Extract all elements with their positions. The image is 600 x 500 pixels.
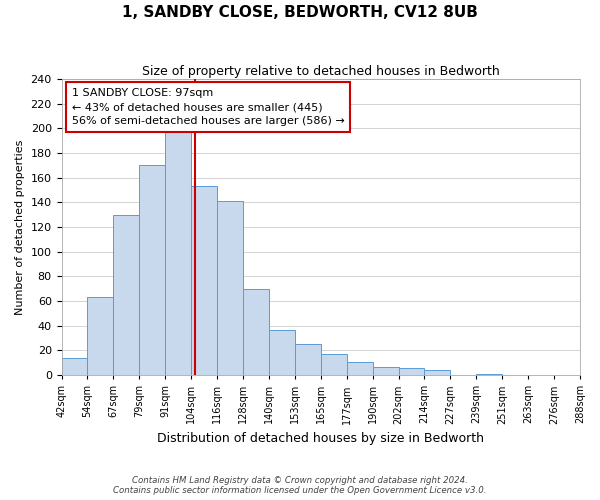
Bar: [321, 354, 347, 375]
Y-axis label: Number of detached properties: Number of detached properties: [15, 140, 25, 315]
Text: 1 SANDBY CLOSE: 97sqm
← 43% of detached houses are smaller (445)
56% of semi-det: 1 SANDBY CLOSE: 97sqm ← 43% of detached …: [72, 88, 344, 126]
Bar: [191, 186, 217, 375]
Bar: [62, 358, 88, 375]
Bar: [269, 330, 295, 375]
Bar: [243, 289, 269, 375]
Bar: [295, 344, 321, 375]
Title: Size of property relative to detached houses in Bedworth: Size of property relative to detached ho…: [142, 65, 500, 78]
Text: 1, SANDBY CLOSE, BEDWORTH, CV12 8UB: 1, SANDBY CLOSE, BEDWORTH, CV12 8UB: [122, 5, 478, 20]
Bar: [476, 374, 502, 375]
Text: Contains HM Land Registry data © Crown copyright and database right 2024.
Contai: Contains HM Land Registry data © Crown c…: [113, 476, 487, 495]
Bar: [347, 362, 373, 375]
Bar: [217, 202, 243, 375]
Bar: [165, 128, 191, 375]
Bar: [373, 366, 398, 375]
Bar: [398, 368, 424, 375]
Bar: [424, 370, 451, 375]
Bar: [88, 298, 113, 375]
Bar: [113, 215, 139, 375]
X-axis label: Distribution of detached houses by size in Bedworth: Distribution of detached houses by size …: [157, 432, 484, 445]
Bar: [139, 166, 165, 375]
